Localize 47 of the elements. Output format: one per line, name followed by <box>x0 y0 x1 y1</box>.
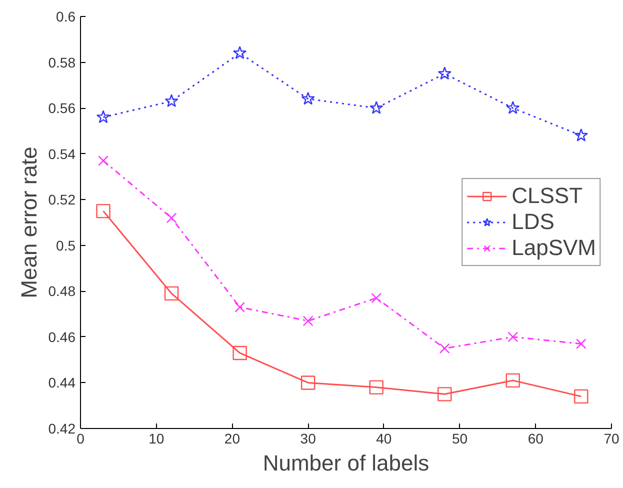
legend-label: CLSST <box>512 183 583 209</box>
x-tick-label: 50 <box>452 430 468 446</box>
point <box>164 94 178 108</box>
y-tick-label: 0.46 <box>48 328 76 345</box>
x-tick-label: 60 <box>528 430 544 446</box>
y-axis-title: Mean error rate <box>16 146 42 298</box>
point <box>574 389 588 404</box>
y-tick-label: 0.58 <box>48 54 76 70</box>
y-tick-label: 0.56 <box>48 100 76 116</box>
x-tick-label: 20 <box>224 430 240 446</box>
point <box>98 156 108 166</box>
legend-label: LapSVM <box>512 235 596 261</box>
point <box>234 302 245 312</box>
point <box>438 387 452 402</box>
x-tick-label: 40 <box>376 430 392 446</box>
point <box>438 66 452 80</box>
y-tick-label: 0.52 <box>48 192 76 208</box>
point <box>166 212 177 224</box>
x-axis-title: Number of labels <box>262 450 430 476</box>
legend-label: LDS <box>512 209 554 235</box>
point <box>302 316 314 326</box>
point <box>371 292 382 304</box>
point <box>369 380 384 394</box>
point <box>506 373 520 388</box>
point <box>96 204 110 218</box>
x-tick-label: 0 <box>76 430 85 446</box>
point <box>96 110 110 124</box>
y-tick-label: 0.48 <box>48 283 76 300</box>
point <box>233 46 247 59</box>
point <box>506 100 520 114</box>
point <box>576 338 586 350</box>
y-tick-label: 0.6 <box>56 8 76 24</box>
point <box>508 332 518 342</box>
point <box>232 346 247 360</box>
point <box>164 286 179 301</box>
y-tick-label: 0.44 <box>48 374 76 391</box>
point <box>439 343 450 354</box>
point <box>301 92 315 105</box>
y-tick-label: 0.5 <box>56 237 76 254</box>
y-tick-label: 0.54 <box>48 146 76 162</box>
x-tick-label: 70 <box>604 430 620 446</box>
x-tick-label: 30 <box>300 430 316 446</box>
x-tick-label: 10 <box>148 430 164 446</box>
y-tick-label: 0.42 <box>48 420 76 436</box>
point <box>574 128 588 142</box>
point <box>370 100 384 114</box>
point <box>300 376 316 390</box>
